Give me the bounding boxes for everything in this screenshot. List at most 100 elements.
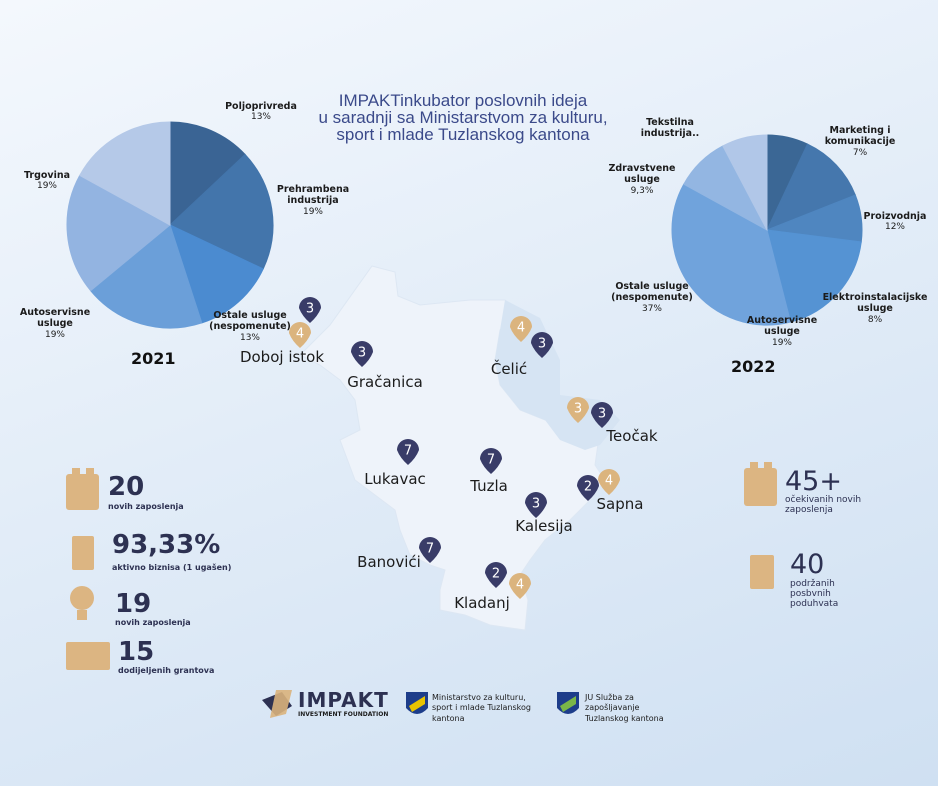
- pin-count: 3: [358, 346, 366, 361]
- slice-value: 13%: [250, 112, 271, 123]
- map-region: [299, 265, 606, 631]
- map-pin: 4: [289, 322, 311, 348]
- title-line: IMPAKTinkubator poslovnih ideja: [338, 91, 588, 110]
- pin-count: 7: [487, 453, 495, 468]
- stat-label: očekivanih novih zaposlenja: [785, 495, 862, 515]
- slice-label: Autoservisne usluge 19%: [10, 307, 100, 341]
- map-pin: 7: [419, 537, 441, 563]
- pin-count: 3: [574, 402, 582, 417]
- pin-count: 2: [584, 480, 592, 495]
- stat-icons: [66, 462, 777, 670]
- logo-icons: [262, 690, 579, 718]
- stat-value: 20: [108, 472, 145, 502]
- map-pin: 2: [577, 475, 599, 501]
- map-pin: 3: [567, 397, 589, 423]
- slice-label: Marketing i komunikacije 7%: [805, 125, 915, 159]
- slice-label: Elektroinstalacijske usluge 8%: [820, 292, 930, 326]
- pin-shape: [567, 397, 589, 423]
- slice-value: 37%: [641, 303, 662, 314]
- pin-count: 7: [404, 444, 412, 459]
- stat-value: 45+: [785, 466, 842, 497]
- slice-label: Proizvodnja 12%: [855, 211, 935, 233]
- map-pin: 2: [485, 562, 507, 588]
- town-name: Sapna: [596, 495, 644, 513]
- map-region-north: [495, 300, 620, 450]
- slice-value: 19%: [44, 329, 65, 340]
- slice-value: 19%: [771, 337, 792, 348]
- pie-slice: [169, 121, 246, 227]
- town-name: Banovići: [357, 553, 421, 571]
- stat-label: novih zaposlenja: [115, 618, 191, 627]
- stat-value: 93,33%: [112, 530, 221, 560]
- town-name: Kladanj: [454, 594, 510, 612]
- pin-shape: [598, 469, 620, 495]
- town-name: Teočak: [606, 427, 658, 445]
- pin-count: 3: [538, 337, 546, 352]
- map-pin: 3: [525, 492, 547, 518]
- stat-label: novih zaposlenja: [108, 502, 184, 511]
- slice-value: 19%: [302, 206, 323, 217]
- pie-slice: [79, 121, 171, 226]
- pin-shape: [397, 439, 419, 465]
- map-pin: 3: [531, 332, 553, 358]
- slice-name: Elektroinstalacijske usluge: [822, 292, 928, 315]
- stat-label: dodijeljenih grantova: [118, 666, 215, 675]
- slice-label: Ostale usluge (nespomenute) 13%: [195, 310, 305, 344]
- town-name: Doboj istok: [239, 348, 325, 366]
- pin-count: 3: [598, 407, 606, 422]
- slice-name: Marketing i komunikacije: [824, 125, 896, 148]
- pin-count: 4: [517, 321, 525, 336]
- town-name: Kalesija: [515, 517, 573, 535]
- stat-value: 15: [118, 637, 155, 667]
- pie-slice: [66, 174, 171, 292]
- slice-value: 8%: [867, 314, 883, 325]
- stat-label: podržanih posbvnih poduhvata: [790, 579, 839, 609]
- slice-value: 7%: [852, 147, 868, 158]
- pin-shape: [509, 573, 531, 599]
- title-line: sport i mlade Tuzlanskog kantona: [336, 125, 590, 144]
- pin-count: 3: [306, 302, 314, 317]
- pin-count: 4: [296, 327, 304, 342]
- slice-value: 13%: [239, 332, 260, 343]
- slice-label: Poljoprivreda 13%: [211, 101, 311, 123]
- slice-value: 12%: [884, 222, 905, 233]
- map-pin: 7: [480, 448, 502, 474]
- slice-name: Ostale usluge (nespomenute): [611, 281, 693, 304]
- pin-shape: [419, 537, 441, 563]
- pin-count: 7: [426, 542, 434, 557]
- pie-year: 2022: [731, 357, 776, 376]
- slice-name: Autoservisne usluge: [746, 315, 818, 338]
- slice-label: Ostale usluge (nespomenute) 37%: [602, 281, 702, 315]
- slice-label: Tekstilna industrija..: [625, 117, 715, 140]
- pin-shape: [525, 492, 547, 518]
- pie-slice: [722, 134, 768, 231]
- slice-name: Prehrambena industrija: [276, 184, 350, 207]
- slice-name: Trgovina: [23, 170, 71, 181]
- slice-name: Tekstilna industrija..: [640, 117, 700, 140]
- pin-count: 4: [605, 474, 613, 489]
- pin-shape: [591, 402, 613, 428]
- pie-slice: [766, 143, 856, 231]
- map-pin: 3: [351, 341, 373, 367]
- stat-label: aktivno biznisa (1 ugašen): [112, 563, 232, 572]
- slice-name: Autoservisne usluge: [19, 307, 91, 330]
- pin-shape: [531, 332, 553, 358]
- pin-shape: [485, 562, 507, 588]
- map-pin: 3: [299, 297, 321, 323]
- pin-count: 3: [532, 497, 540, 512]
- town-name: Čelić: [490, 360, 528, 378]
- slice-value: 19%: [36, 181, 57, 192]
- town-name: Gračanica: [347, 373, 423, 391]
- slice-name: Zdravstvene usluge: [608, 163, 676, 186]
- title: IMPAKTinkubator poslovnih ideja u saradnj…: [318, 92, 607, 143]
- stat-value: 40: [790, 549, 825, 580]
- pin-shape: [577, 475, 599, 501]
- slice-label: Trgovina 19%: [7, 170, 87, 192]
- title-line: u saradnji sa Ministarstvom za kulturu,: [318, 108, 608, 127]
- pin-shape: [480, 448, 502, 474]
- map-pin: 3: [591, 402, 613, 428]
- slice-name: Proizvodnja: [863, 211, 927, 222]
- pie-slice: [766, 229, 862, 323]
